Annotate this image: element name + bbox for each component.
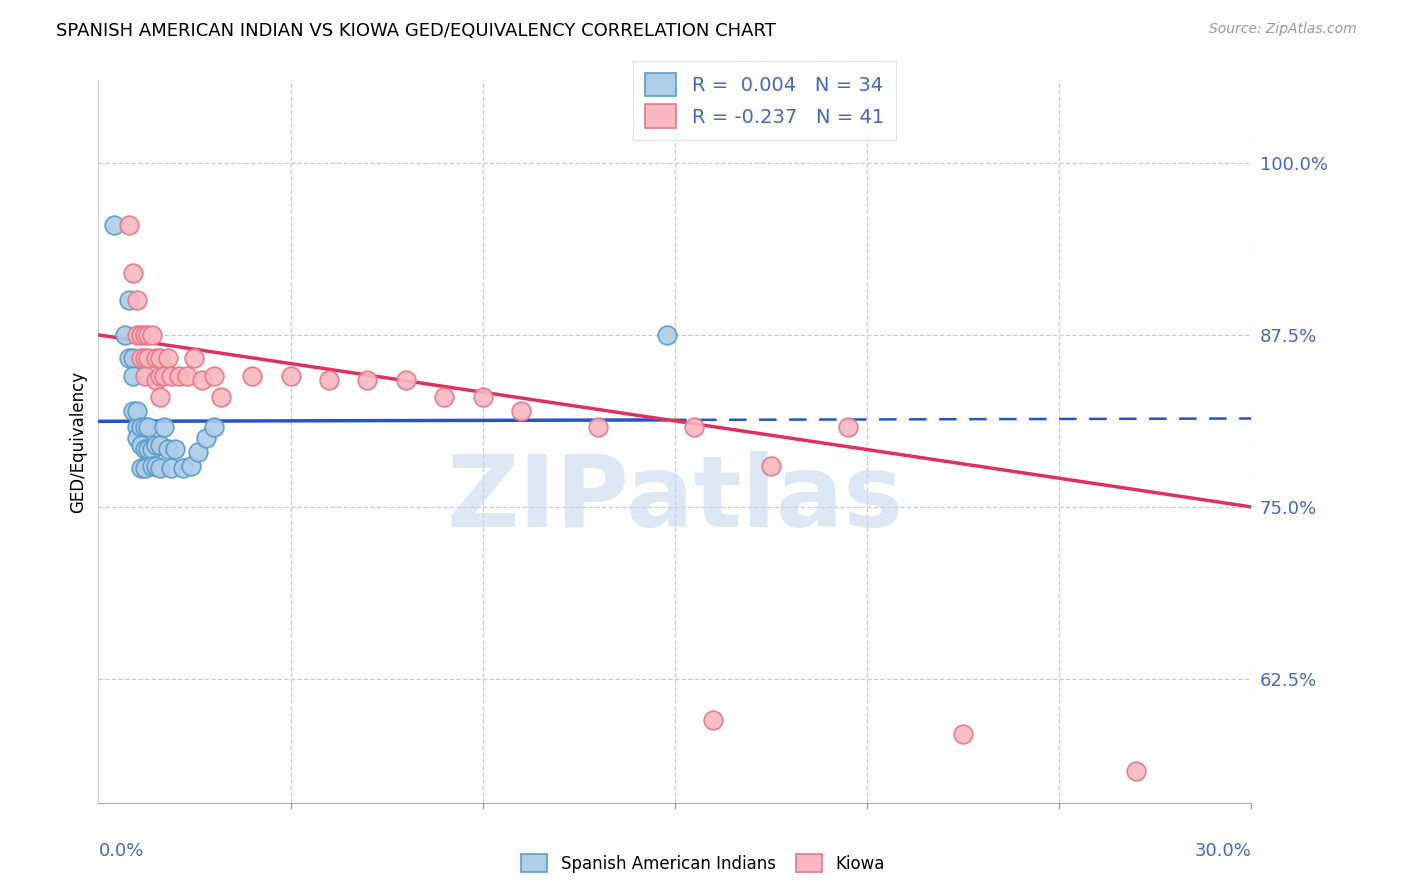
Point (759, 458, 782, 473)
Point (125, 293, 148, 308)
Point (134, 461, 156, 475)
Point (129, 461, 152, 475)
Point (118, 351, 141, 366)
Point (683, 420, 706, 434)
Point (172, 461, 194, 475)
Point (145, 458, 167, 473)
Point (141, 327, 163, 342)
Point (138, 420, 160, 434)
Point (837, 420, 859, 434)
Point (141, 442, 163, 456)
Point (134, 442, 156, 456)
Point (134, 351, 156, 366)
Point (160, 369, 183, 384)
Point (240, 369, 263, 384)
Point (395, 373, 418, 387)
Point (134, 369, 156, 384)
Point (129, 420, 152, 434)
Point (141, 458, 163, 473)
Text: 0.0%: 0.0% (98, 842, 143, 860)
Point (145, 438, 167, 452)
Point (471, 390, 494, 404)
Point (125, 403, 148, 417)
Point (165, 442, 187, 456)
Point (657, 327, 679, 342)
Point (156, 442, 179, 456)
Point (156, 351, 179, 366)
Point (138, 442, 160, 456)
Point (134, 327, 156, 342)
Point (209, 390, 232, 404)
Point (122, 266, 145, 280)
Point (129, 327, 152, 342)
Point (195, 431, 218, 445)
Point (122, 351, 145, 366)
Point (187, 445, 209, 459)
Point (138, 327, 160, 342)
Point (149, 351, 172, 366)
Point (149, 390, 172, 404)
Point (280, 369, 302, 384)
Point (149, 438, 172, 452)
Point (191, 373, 214, 387)
Text: 30.0%: 30.0% (1195, 842, 1251, 860)
Point (202, 369, 225, 384)
Point (138, 351, 160, 366)
Point (118, 293, 141, 308)
Point (183, 351, 205, 366)
Point (152, 420, 174, 434)
Point (202, 420, 225, 434)
Point (129, 351, 152, 366)
Point (952, 727, 974, 741)
Text: SPANISH AMERICAN INDIAN VS KIOWA GED/EQUIVALENCY CORRELATION CHART: SPANISH AMERICAN INDIAN VS KIOWA GED/EQU… (56, 22, 776, 40)
Point (149, 369, 172, 384)
Point (1125, 764, 1147, 779)
Point (356, 373, 378, 387)
Point (103, 218, 125, 232)
Point (125, 327, 148, 342)
Point (145, 351, 167, 366)
Point (318, 373, 340, 387)
Point (167, 369, 190, 384)
Text: ZIPatlas: ZIPatlas (447, 450, 903, 548)
Point (433, 390, 456, 404)
Point (510, 403, 533, 417)
Y-axis label: GED/Equivalency: GED/Equivalency (69, 370, 87, 513)
Point (702, 713, 724, 727)
Point (118, 218, 141, 232)
Point (129, 438, 152, 452)
Point (586, 420, 609, 434)
Point (152, 369, 174, 384)
Point (122, 369, 145, 384)
Point (176, 369, 198, 384)
Point (122, 403, 145, 417)
Legend: R =  0.004   N = 34, R = -0.237   N = 41: R = 0.004 N = 34, R = -0.237 N = 41 (634, 61, 896, 140)
Point (134, 420, 156, 434)
Text: Source: ZipAtlas.com: Source: ZipAtlas.com (1209, 22, 1357, 37)
Point (125, 420, 148, 434)
Legend: Spanish American Indians, Kiowa: Spanish American Indians, Kiowa (515, 847, 891, 880)
Point (180, 458, 202, 473)
Point (114, 327, 136, 342)
Point (149, 461, 172, 475)
Point (160, 461, 183, 475)
Point (145, 373, 167, 387)
Point (125, 431, 148, 445)
